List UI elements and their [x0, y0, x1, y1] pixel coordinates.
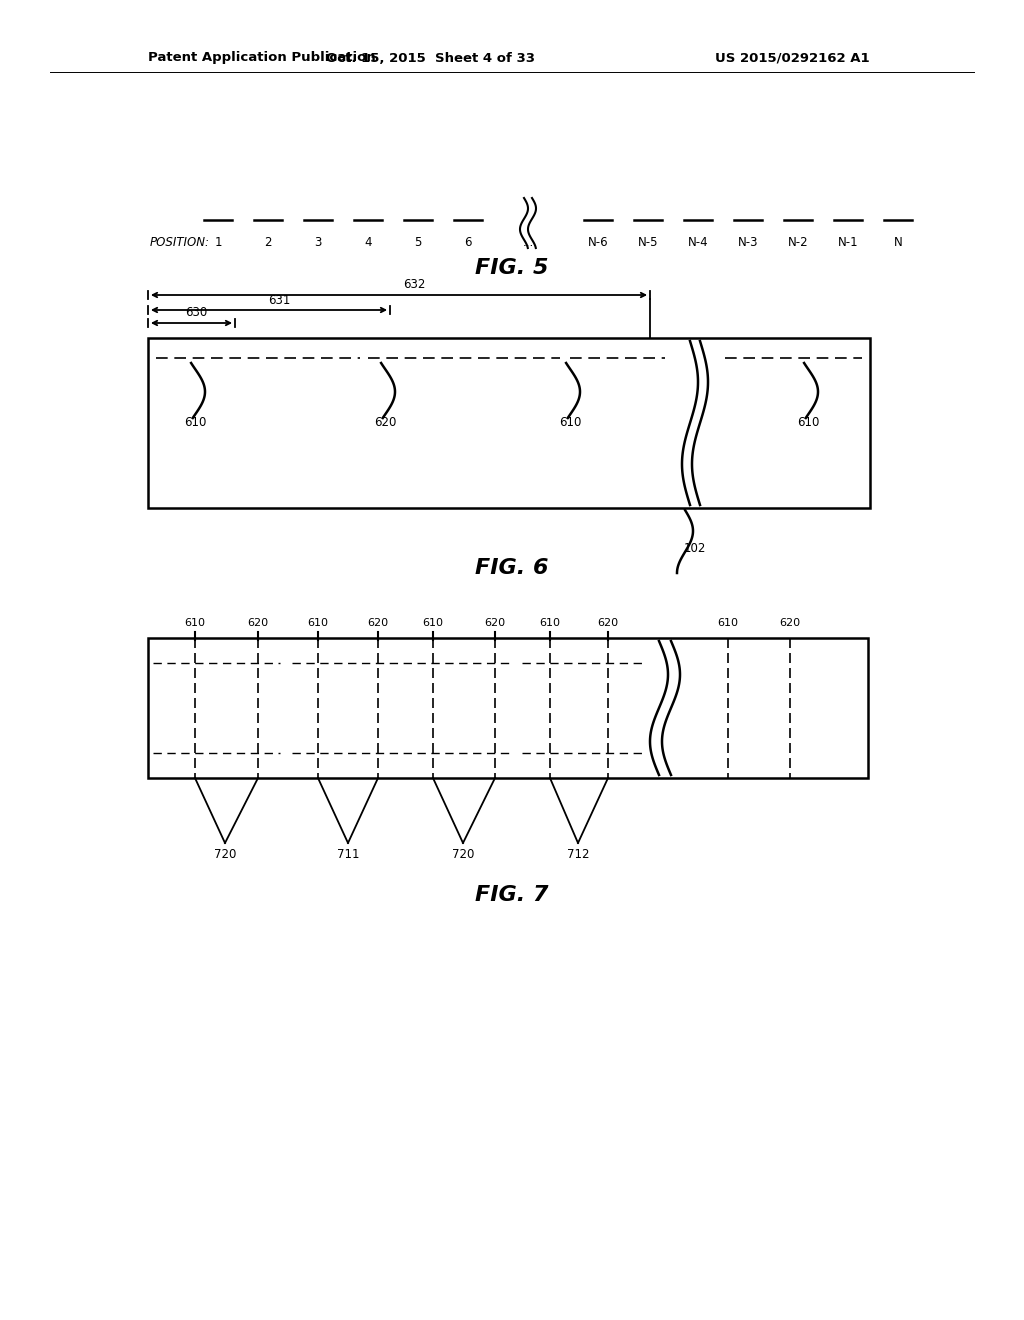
Text: 632: 632 — [402, 279, 425, 292]
Text: POSITION:: POSITION: — [150, 236, 210, 249]
Text: 631: 631 — [268, 293, 290, 306]
Text: 610: 610 — [559, 417, 582, 429]
Text: Patent Application Publication: Patent Application Publication — [148, 51, 376, 65]
Text: 102: 102 — [684, 541, 707, 554]
Text: FIG. 6: FIG. 6 — [475, 558, 549, 578]
Text: N-3: N-3 — [737, 236, 758, 249]
Bar — [148, 338, 870, 508]
Text: N-1: N-1 — [838, 236, 858, 249]
Text: 610: 610 — [184, 417, 206, 429]
Text: N-6: N-6 — [588, 236, 608, 249]
Text: 610: 610 — [423, 618, 443, 628]
Text: 620: 620 — [484, 618, 506, 628]
Text: N-4: N-4 — [688, 236, 709, 249]
Text: 2: 2 — [264, 236, 271, 249]
Text: 5: 5 — [415, 236, 422, 249]
Bar — [148, 638, 868, 777]
Text: 6: 6 — [464, 236, 472, 249]
Text: 3: 3 — [314, 236, 322, 249]
Text: 712: 712 — [566, 849, 589, 862]
Text: 620: 620 — [779, 618, 801, 628]
Text: 720: 720 — [452, 849, 474, 862]
Text: 610: 610 — [540, 618, 560, 628]
Text: 610: 610 — [307, 618, 329, 628]
Text: 630: 630 — [185, 306, 208, 319]
Text: 610: 610 — [797, 417, 819, 429]
Text: 720: 720 — [214, 849, 237, 862]
Text: 1: 1 — [214, 236, 222, 249]
Text: N: N — [894, 236, 902, 249]
Text: Oct. 15, 2015  Sheet 4 of 33: Oct. 15, 2015 Sheet 4 of 33 — [326, 51, 535, 65]
Text: 610: 610 — [718, 618, 738, 628]
Text: 620: 620 — [374, 417, 396, 429]
Text: N-2: N-2 — [787, 236, 808, 249]
Text: 4: 4 — [365, 236, 372, 249]
Text: N-5: N-5 — [638, 236, 658, 249]
Text: ...: ... — [522, 236, 534, 249]
Text: 620: 620 — [597, 618, 618, 628]
Text: US 2015/0292162 A1: US 2015/0292162 A1 — [716, 51, 870, 65]
Text: FIG. 7: FIG. 7 — [475, 884, 549, 906]
Text: 711: 711 — [337, 849, 359, 862]
Text: 610: 610 — [184, 618, 206, 628]
Text: 620: 620 — [248, 618, 268, 628]
Text: 620: 620 — [368, 618, 388, 628]
Text: FIG. 5: FIG. 5 — [475, 257, 549, 279]
